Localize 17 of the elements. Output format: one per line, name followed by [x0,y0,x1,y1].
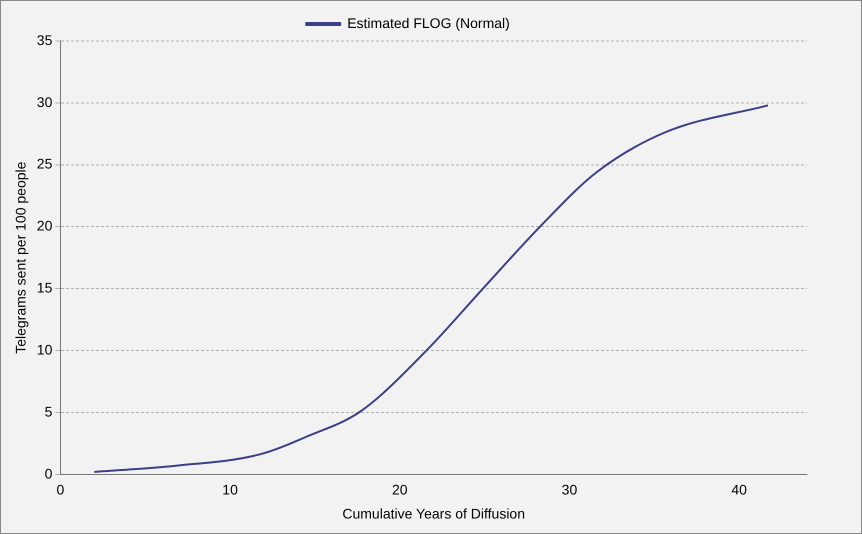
y-tick-label: 35 [36,32,53,48]
x-tick-label: 10 [222,482,238,498]
y-tick-label: 0 [44,465,53,482]
y-tick-label: 5 [44,403,53,420]
x-tick-label: 40 [731,482,748,498]
line-series [93,104,769,473]
x-tick-label: 20 [392,482,408,498]
y-tick-label: 20 [36,218,53,234]
y-axis-title: Telegrams sent per 100 people [12,161,28,354]
legend-label: Estimated FLOG (Normal) [347,14,510,31]
x-tick-label: 0 [56,482,64,498]
y-tick-label: 10 [36,341,53,358]
x-axis-title: Cumulative Years of Diffusion [342,505,525,522]
y-tick-label: 30 [36,94,53,110]
y-tick-label: 15 [36,280,53,296]
y-tick-label: 25 [36,156,53,172]
x-tick-label: 30 [562,482,578,498]
